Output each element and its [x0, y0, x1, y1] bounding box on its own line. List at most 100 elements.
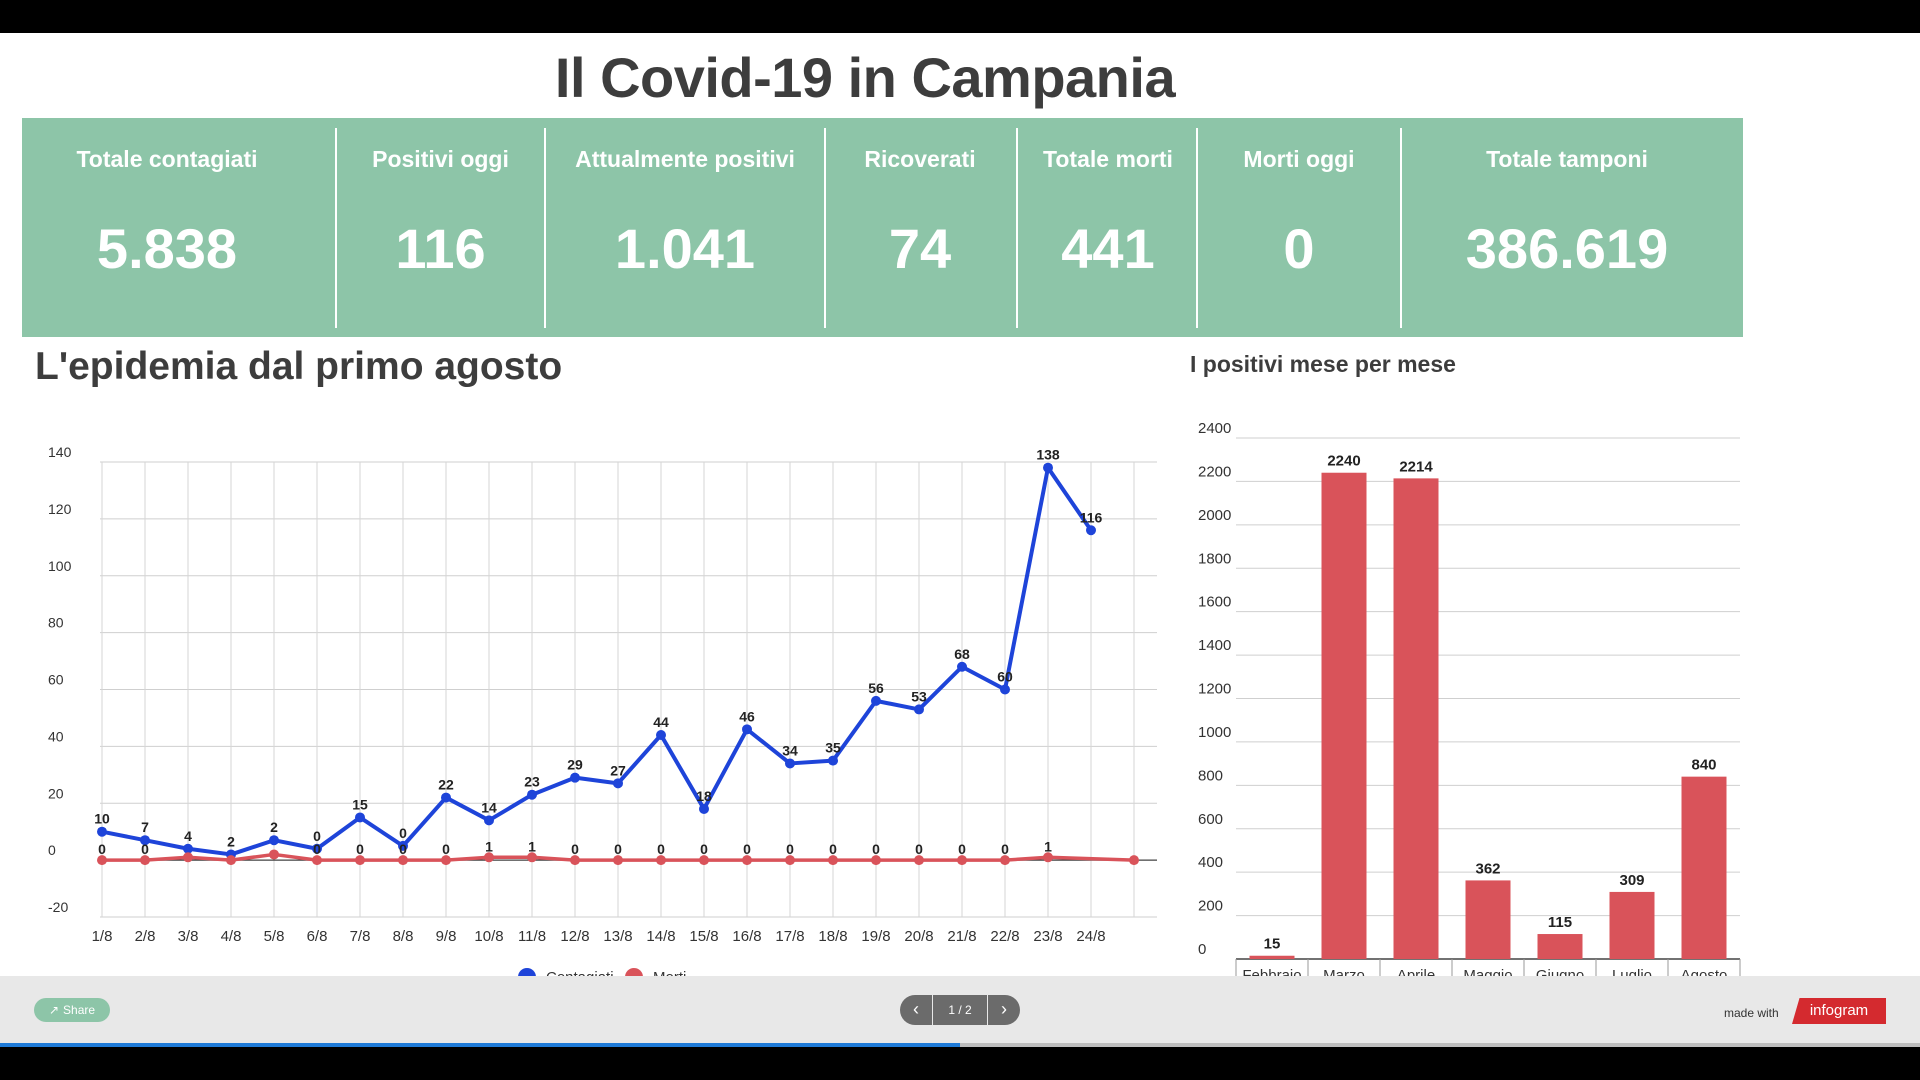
y-tick-label: 600 — [1198, 811, 1223, 828]
data-label: 35 — [825, 740, 841, 756]
share-icon: ↗ — [48, 1003, 60, 1017]
stat-value: 441 — [1061, 217, 1155, 280]
data-point-morti — [1129, 855, 1139, 866]
x-tick-label: 4/8 — [221, 928, 242, 945]
data-point-contagiati — [613, 778, 623, 789]
data-label: 18 — [696, 788, 712, 804]
x-tick-label: 6/8 — [307, 928, 328, 945]
data-label: 2 — [270, 819, 278, 835]
data-point-morti — [527, 852, 537, 863]
y-tick-label: 100 — [48, 558, 72, 574]
y-tick-label: 800 — [1198, 767, 1223, 784]
data-point-contagiati — [183, 843, 193, 854]
data-label: 0 — [141, 841, 149, 857]
data-point-contagiati — [871, 695, 881, 706]
data-label: 0 — [313, 828, 321, 844]
page-title: Il Covid-19 in Campania — [554, 46, 1176, 109]
data-label: 0 — [700, 841, 708, 857]
data-label: 0 — [399, 841, 407, 857]
data-point-morti — [269, 849, 279, 860]
data-point-morti — [441, 855, 451, 866]
y-tick-label: 400 — [1198, 854, 1223, 871]
progress-fill — [0, 1043, 960, 1047]
stat-value: 386.619 — [1465, 217, 1669, 280]
data-label: 0 — [356, 841, 364, 857]
stat-ricoverati: Ricoverati 74 — [826, 118, 1014, 337]
x-tick-label: 3/8 — [178, 928, 199, 945]
stat-label: Ricoverati — [864, 146, 976, 172]
data-point-morti — [226, 855, 236, 866]
data-label: 53 — [911, 688, 927, 704]
bar-chart: 2400220020001800160014001200100080060040… — [1198, 420, 1741, 987]
data-label: 68 — [954, 646, 970, 662]
data-point-contagiati — [484, 815, 494, 826]
x-tick-label: 24/8 — [1076, 928, 1105, 945]
x-tick-label: 13/8 — [603, 928, 632, 945]
x-tick-label: 19/8 — [861, 928, 890, 945]
x-tick-label: 18/8 — [818, 928, 847, 945]
x-tick-label: 23/8 — [1033, 928, 1062, 945]
data-point-morti — [785, 855, 795, 866]
bar-value-label: 362 — [1475, 860, 1500, 877]
data-label: 0 — [313, 841, 321, 857]
data-point-morti — [398, 855, 408, 866]
bar-value-label: 2240 — [1327, 453, 1360, 470]
data-point-contagiati — [957, 661, 967, 672]
data-label: 56 — [868, 680, 884, 696]
bar-aprile — [1393, 478, 1439, 959]
data-label: 46 — [739, 708, 755, 724]
x-tick-label: 22/8 — [990, 928, 1019, 945]
stat-totale-contagiati: Totale contagiati 5.838 — [22, 118, 312, 337]
data-label: 0 — [1001, 841, 1009, 857]
stat-positivi-oggi: Positivi oggi 116 — [337, 118, 544, 337]
data-point-contagiati — [570, 772, 580, 783]
stat-totale-morti: Totale morti 441 — [1018, 118, 1198, 337]
y-tick-label: -20 — [48, 899, 68, 915]
data-label: 14 — [481, 799, 497, 815]
data-label: 0 — [657, 841, 665, 857]
stat-label: Positivi oggi — [372, 146, 509, 172]
next-page-button[interactable]: › — [988, 995, 1020, 1025]
data-label: 4 — [184, 828, 192, 844]
data-point-morti — [355, 855, 365, 866]
x-tick-label: 21/8 — [947, 928, 976, 945]
chevron-left-icon: ‹ — [913, 999, 919, 1019]
prev-page-button[interactable]: ‹ — [900, 995, 932, 1025]
data-point-morti — [484, 852, 494, 863]
bar-value-label: 15 — [1264, 936, 1281, 953]
y-tick-label: 40 — [48, 728, 64, 744]
data-point-contagiati — [914, 704, 924, 715]
data-label: 1 — [528, 838, 536, 854]
data-label: 0 — [98, 841, 106, 857]
data-label: 0 — [614, 841, 622, 857]
data-point-contagiati — [527, 789, 537, 800]
stat-morti-oggi: Morti oggi 0 — [1198, 118, 1400, 337]
data-point-morti — [742, 855, 752, 866]
y-tick-label: 80 — [48, 615, 64, 631]
series-line-morti — [102, 852, 1135, 862]
data-point-morti — [871, 855, 881, 866]
bar-agosto — [1681, 776, 1727, 959]
data-label: 15 — [352, 796, 368, 812]
y-tick-label: 1600 — [1198, 594, 1231, 611]
y-tick-label: 200 — [1198, 898, 1223, 915]
x-tick-label: 20/8 — [904, 928, 933, 945]
data-label: 138 — [1036, 447, 1060, 463]
stat-divider — [1196, 128, 1198, 328]
x-tick-label: 12/8 — [560, 928, 589, 945]
data-label: 22 — [438, 777, 454, 793]
data-label: 10 — [94, 811, 110, 827]
data-label: 0 — [743, 841, 751, 857]
data-label: 60 — [997, 669, 1013, 685]
stat-label: Totale morti — [1043, 146, 1173, 172]
share-button[interactable]: ↗ Share — [34, 998, 110, 1022]
data-point-contagiati — [1086, 525, 1096, 536]
infogram-logo[interactable]: infogram — [1792, 998, 1886, 1024]
data-point-morti — [656, 855, 666, 866]
stat-totale-tamponi: Totale tamponi 386.619 — [1402, 118, 1732, 337]
y-tick-label: 0 — [48, 842, 56, 858]
y-tick-label: 0 — [1198, 941, 1206, 958]
data-label: 34 — [782, 742, 798, 758]
data-label: 0 — [958, 841, 966, 857]
x-tick-label: 8/8 — [393, 928, 414, 945]
